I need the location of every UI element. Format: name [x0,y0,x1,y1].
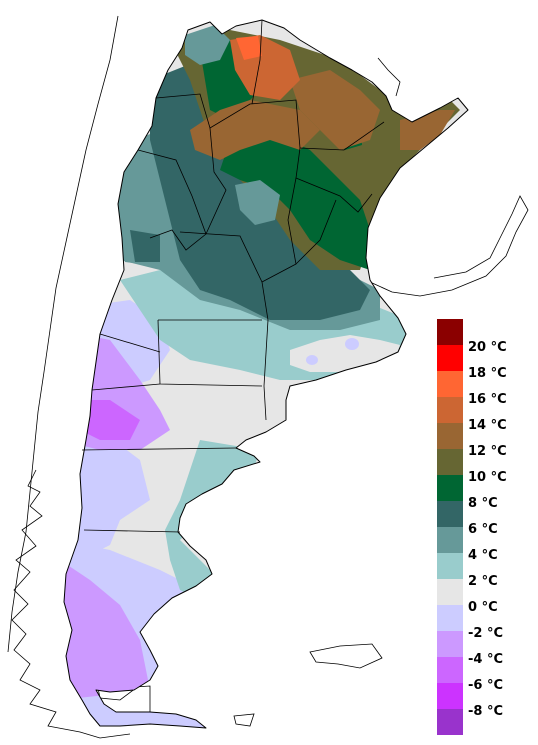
legend-item: -2 °C [437,605,538,641]
legend-label: 2 °C [468,574,498,589]
legend-label: 0 °C [468,600,498,615]
legend-label: -8 °C [468,704,504,719]
legend-swatch [437,683,463,709]
legend-item: 4 °C [437,527,538,563]
legend-item: 0 °C [437,579,538,615]
legend-swatch [437,579,463,605]
legend-item [437,709,538,735]
legend-item: -6 °C [437,657,538,693]
legend-label: 18 °C [468,366,507,381]
legend-item: -8 °C [437,683,538,719]
legend-swatch [437,501,463,527]
legend-label: 10 °C [468,470,507,485]
legend-label: 12 °C [468,444,507,459]
temperature-legend: 20 °C 18 °C 16 °C 14 °C 12 °C 10 °C 8 °C 6 °C 4 … [437,319,538,735]
legend-swatch [437,345,463,371]
legend-item: 18 °C [437,345,538,381]
legend-swatch [437,553,463,579]
legend-label: 4 °C [468,548,498,563]
legend-label: -6 °C [468,678,504,693]
legend-item: 12 °C [437,423,538,459]
legend-item: 20 °C [437,319,538,355]
legend-item: -4 °C [437,631,538,667]
legend-item: 2 °C [437,553,538,589]
legend-swatch [437,657,463,683]
legend-label: 6 °C [468,522,498,537]
legend-item: 6 °C [437,501,538,537]
legend-swatch [437,527,463,553]
legend-label: 14 °C [468,418,507,433]
legend-swatch [437,605,463,631]
legend-label: -2 °C [468,626,504,641]
legend-swatch [437,709,463,735]
legend-swatch [437,475,463,501]
legend-label: -4 °C [468,652,504,667]
legend-item: 8 °C [437,475,538,511]
legend-swatch [437,631,463,657]
legend-label: 8 °C [468,496,498,511]
legend-label: 16 °C [468,392,507,407]
legend-item: 16 °C [437,371,538,407]
legend-swatch [437,371,463,397]
legend-item: 10 °C [437,449,538,485]
legend-item: 14 °C [437,397,538,433]
legend-swatch [437,449,463,475]
legend-label: 20 °C [468,340,507,355]
legend-swatch [437,319,463,345]
legend-swatch [437,423,463,449]
legend-swatch [437,397,463,423]
